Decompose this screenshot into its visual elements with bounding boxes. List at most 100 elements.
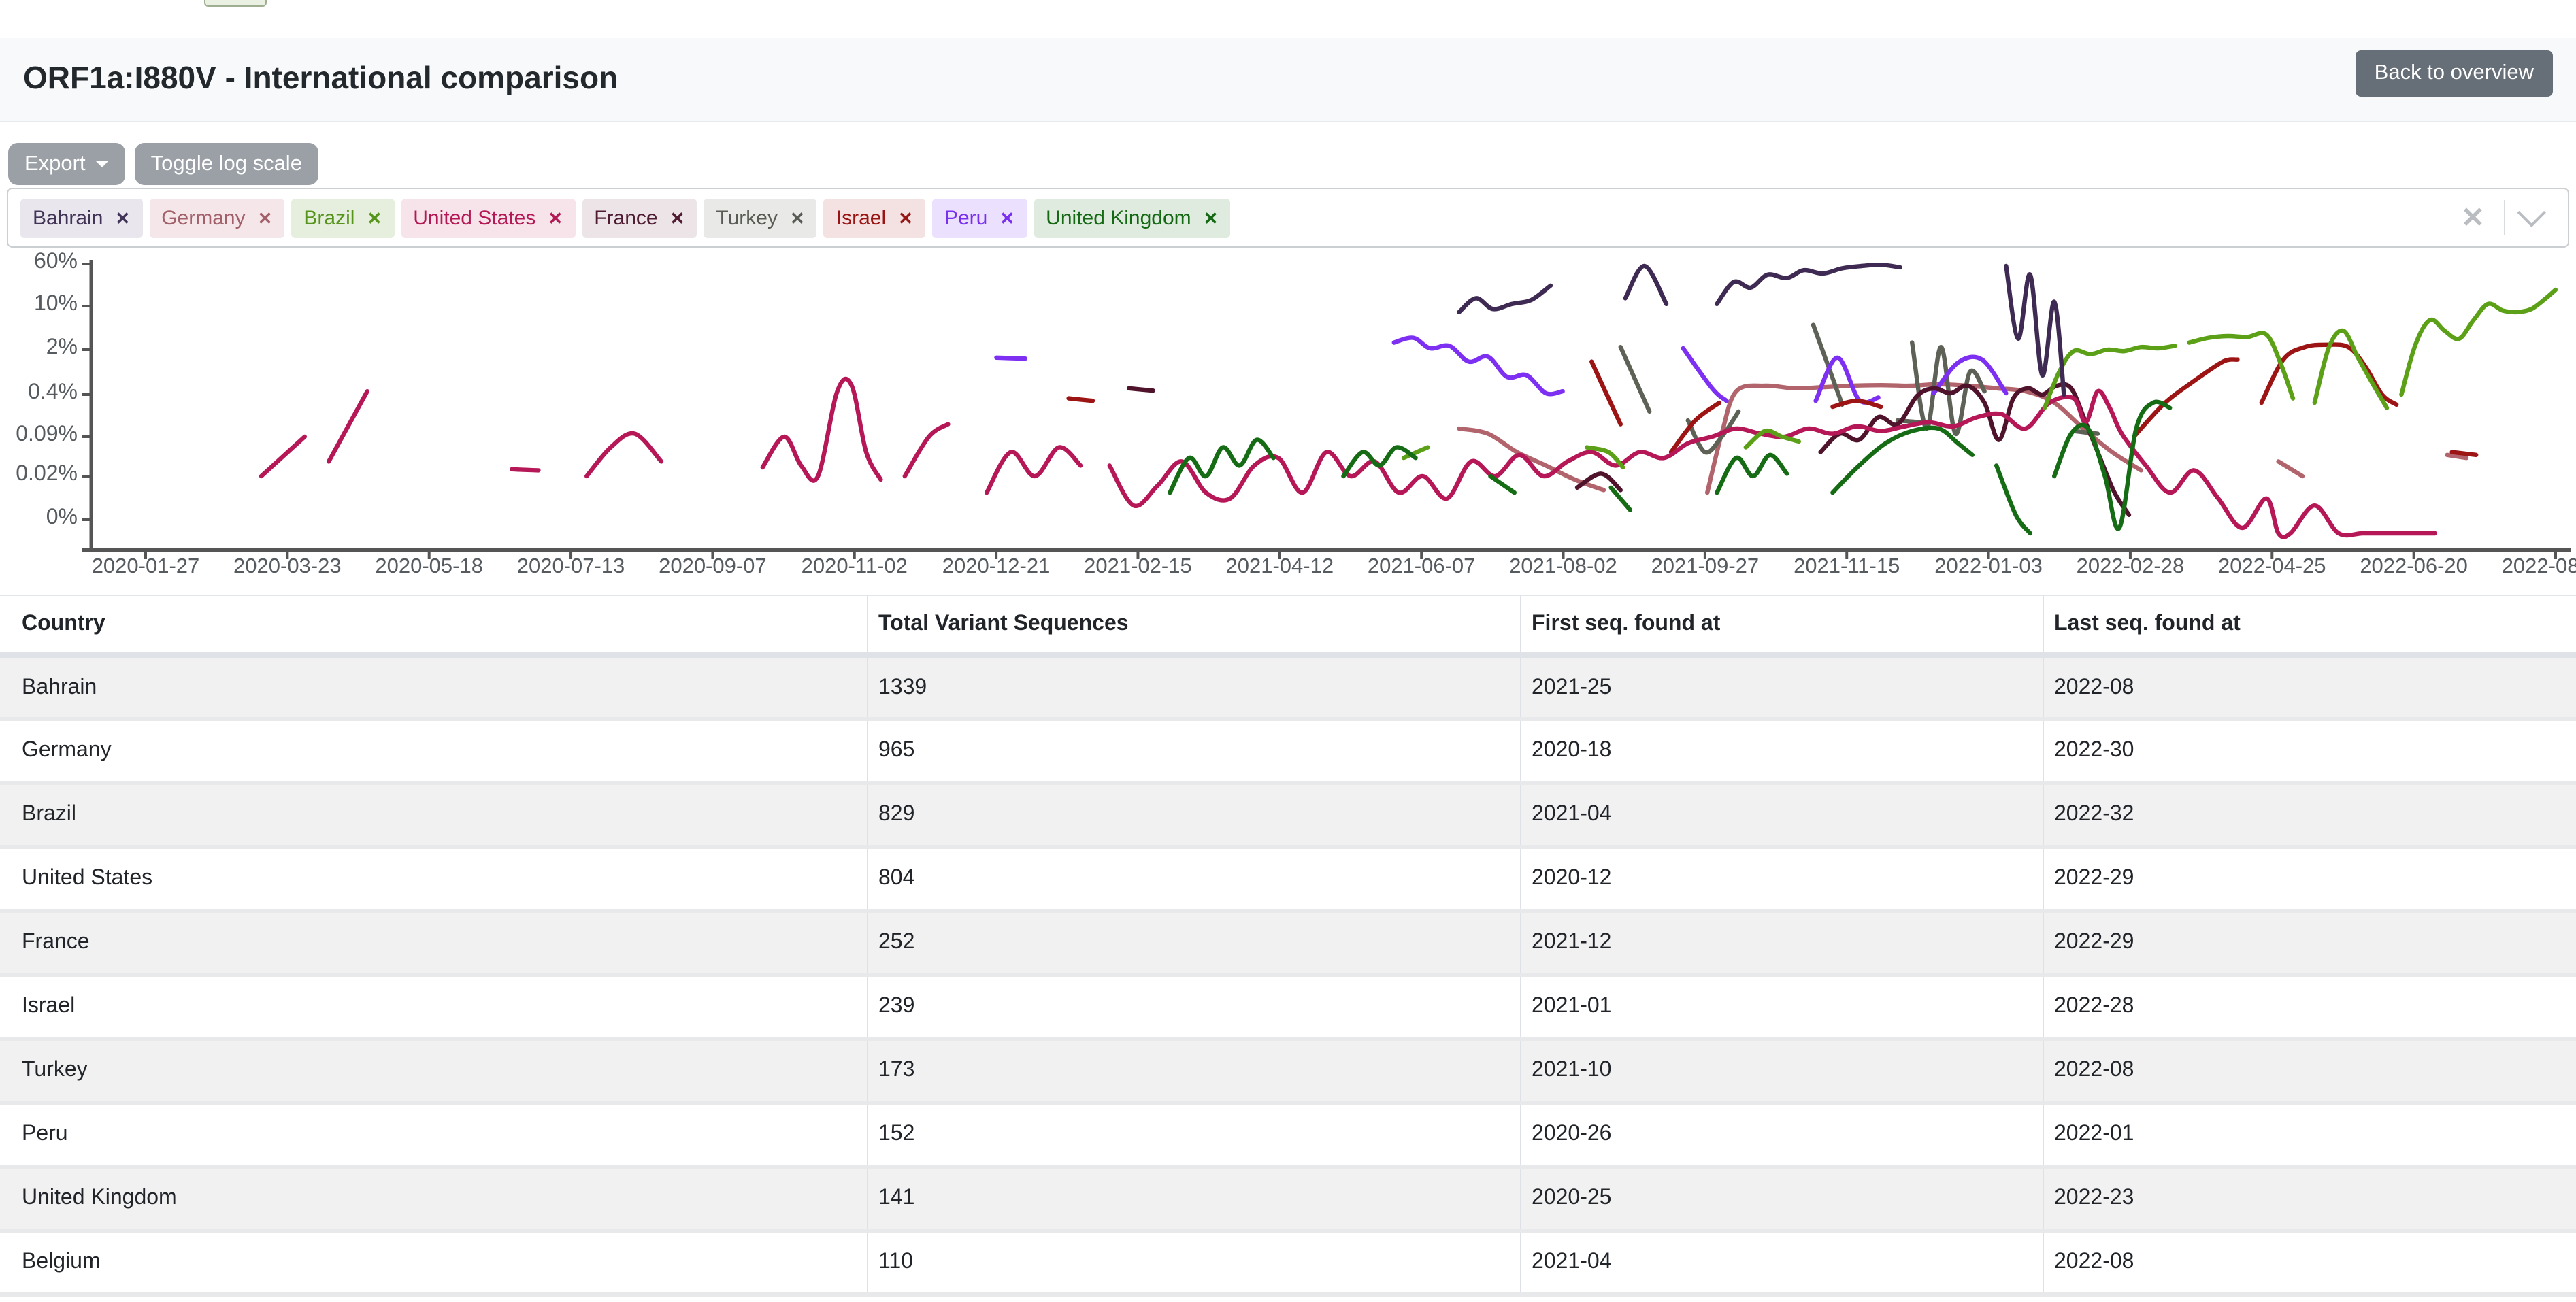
x-tick-label: 2021-02-15 <box>1084 555 1192 578</box>
table-row-belgium: Belgium 110 2021-04 2022-08 <box>0 1231 2576 1297</box>
remove-tag-icon[interactable]: ✕ <box>789 207 805 228</box>
first-seq-cell: 2020-12 <box>1520 847 2043 913</box>
remove-tag-icon[interactable]: ✕ <box>115 207 131 228</box>
country-tag-label: Brazil <box>303 206 355 229</box>
series-line-turkey <box>1685 409 1741 455</box>
table-row-turkey: Turkey 173 2021-10 2022-08 <box>0 1039 2576 1105</box>
remove-tag-icon[interactable]: ✕ <box>257 207 273 228</box>
back-to-overview-button[interactable]: Back to overview <box>2355 50 2553 96</box>
series-line-united-states <box>1107 388 2437 539</box>
x-tick-label: 2022-08-29 <box>2501 555 2576 578</box>
table-row-germany: Germany 965 2020-18 2022-30 <box>0 719 2576 785</box>
remove-tag-icon[interactable]: ✕ <box>670 207 685 228</box>
x-tick-label: 2022-02-28 <box>2076 555 2185 578</box>
first-seq-cell: 2020-25 <box>1520 1167 2043 1233</box>
x-tick-label: 2020-03-23 <box>233 555 342 578</box>
country-tag-united-states[interactable]: United States ✕ <box>401 198 576 237</box>
country-tag-label: Bahrain <box>33 206 103 229</box>
toggle-log-scale-button[interactable]: Toggle log scale <box>134 143 318 186</box>
series-line-united-kingdom <box>1168 437 1276 495</box>
y-tick-label: 2% <box>46 336 78 359</box>
country-multiselect[interactable]: Bahrain ✕ Germany ✕ Brazil ✕ United States ✕ Fra… <box>7 188 2569 248</box>
country-tag-label: United States <box>413 206 536 229</box>
export-button[interactable]: Export <box>8 143 125 186</box>
country-tag-bahrain[interactable]: Bahrain ✕ <box>20 198 143 237</box>
country-tag-germany[interactable]: Germany ✕ <box>149 198 285 237</box>
country-tag-label: Turkey <box>716 206 778 229</box>
page-header: ORF1a:I880V - International comparison B… <box>0 38 2576 122</box>
column-header: Country <box>0 595 868 658</box>
series-line-germany <box>2276 459 2305 479</box>
chevron-down-icon[interactable] <box>2517 197 2546 227</box>
series-line-turkey <box>1811 322 1845 407</box>
country-cell: Belgium <box>0 1231 868 1297</box>
series-line-united-kingdom <box>1341 445 1418 479</box>
series-line-united-states <box>760 376 883 483</box>
country-tag-label: Israel <box>836 206 887 229</box>
y-tick-label: 0% <box>46 506 78 529</box>
x-tick-label: 2020-07-13 <box>516 555 625 578</box>
remove-tag-icon[interactable]: ✕ <box>548 207 563 228</box>
series-line-bahrain <box>1715 262 1902 306</box>
series-line-germany <box>1705 382 2143 495</box>
remove-tag-icon[interactable]: ✕ <box>367 207 382 228</box>
country-cell: France <box>0 911 868 977</box>
series-line-united-kingdom <box>1608 485 1632 512</box>
series-line-israel <box>1589 359 1623 427</box>
country-tag-france[interactable]: France ✕ <box>582 198 697 237</box>
total-sequences-cell: 110 <box>867 1231 1521 1297</box>
dropdown-caret-icon <box>95 161 109 168</box>
series-line-france <box>1127 386 1155 393</box>
y-tick-label: 0.4% <box>28 381 78 404</box>
first-seq-cell: 2021-01 <box>1520 975 2043 1041</box>
first-seq-cell: 2020-26 <box>1520 1103 2043 1169</box>
country-cell: Bahrain <box>0 655 868 721</box>
last-seq-cell: 2022-01 <box>2043 1103 2576 1169</box>
series-line-united-kingdom <box>2052 399 2173 531</box>
series-line-united-states <box>584 431 664 479</box>
last-seq-cell: 2022-08 <box>2043 655 2576 721</box>
last-seq-cell: 2022-32 <box>2043 783 2576 849</box>
country-tag-united-kingdom[interactable]: United Kingdom ✕ <box>1034 198 1231 237</box>
country-sequences-table: Country Total Variant Sequences First seq.… <box>0 595 2576 1297</box>
last-seq-cell: 2022-08 <box>2043 1039 2576 1105</box>
country-cell: Peru <box>0 1103 868 1169</box>
selected-country-tags: Bahrain ✕ Germany ✕ Brazil ✕ United States ✕ Fra… <box>20 198 2453 237</box>
remove-tag-icon[interactable]: ✕ <box>1203 207 1219 228</box>
x-tick-label: 2020-12-21 <box>942 555 1051 578</box>
first-seq-cell: 2021-12 <box>1520 911 2043 977</box>
country-cell: Turkey <box>0 1039 868 1105</box>
last-seq-cell: 2022-29 <box>2043 911 2576 977</box>
column-header: Last seq. found at <box>2043 595 2576 658</box>
remove-tag-icon[interactable]: ✕ <box>1000 207 1015 228</box>
x-tick-label: 2021-11-15 <box>1794 555 1900 578</box>
remove-tag-icon[interactable]: ✕ <box>898 207 913 228</box>
country-tag-israel[interactable]: Israel ✕ <box>823 198 925 237</box>
series-line-germany <box>1457 426 1606 493</box>
country-tag-peru[interactable]: Peru ✕ <box>931 198 1027 237</box>
x-tick-label: 2022-01-03 <box>1934 555 2043 578</box>
series-line-brazil <box>2187 331 2296 401</box>
table-row-bahrain: Bahrain 1339 2021-25 2022-08 <box>0 655 2576 721</box>
series-line-israel <box>1066 396 1095 403</box>
first-seq-cell: 2021-04 <box>1520 1231 2043 1297</box>
series-line-united-states <box>902 422 951 479</box>
country-tag-turkey[interactable]: Turkey ✕ <box>704 198 817 237</box>
series-line-brazil <box>1743 428 1801 450</box>
series-line-israel <box>2449 450 2479 457</box>
first-seq-cell: 2020-18 <box>1520 719 2043 785</box>
series-line-france <box>1574 471 1623 493</box>
x-tick-label: 2020-01-27 <box>91 555 200 578</box>
partial-tab[interactable] <box>204 0 267 7</box>
country-tag-label: Peru <box>944 206 988 229</box>
country-cell: United Kingdom <box>0 1167 868 1233</box>
table-row-france: France 252 2021-12 2022-29 <box>0 911 2576 977</box>
x-tick-label: 2020-09-07 <box>659 555 767 578</box>
country-tag-brazil[interactable]: Brazil ✕ <box>291 198 395 237</box>
total-sequences-cell: 152 <box>867 1103 1521 1169</box>
total-sequences-cell: 829 <box>867 783 1521 849</box>
x-tick-label: 2021-08-02 <box>1509 555 1617 578</box>
x-tick-label: 2021-09-27 <box>1651 555 1760 578</box>
clear-all-icon[interactable]: ✕ <box>2460 202 2485 233</box>
country-tag-label: France <box>594 206 658 229</box>
